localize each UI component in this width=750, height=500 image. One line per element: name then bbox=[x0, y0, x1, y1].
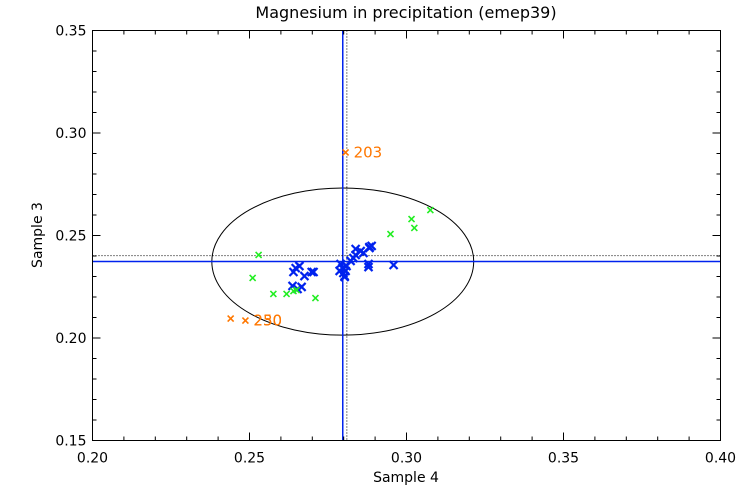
x-axis-label: Sample 4 bbox=[373, 470, 439, 486]
data-point-green bbox=[249, 274, 257, 282]
marker-stroke bbox=[363, 259, 374, 269]
x-tick-label: 0.20 bbox=[77, 451, 108, 467]
marker-stroke bbox=[342, 148, 350, 157]
data-point-green bbox=[255, 251, 263, 259]
plot-area bbox=[92, 30, 721, 441]
data-point-green bbox=[269, 290, 277, 298]
marker-stroke bbox=[293, 286, 301, 294]
x-tick-label: 0.35 bbox=[548, 451, 579, 467]
y-tick-label: 0.20 bbox=[55, 331, 86, 347]
data-point-orange bbox=[342, 148, 350, 157]
x-tick-label: 0.30 bbox=[391, 451, 422, 467]
data-point-green bbox=[282, 290, 291, 298]
marker-stroke bbox=[339, 271, 350, 281]
data-point-blue bbox=[366, 241, 377, 251]
data-point-blue bbox=[350, 250, 361, 260]
y-tick-label: 0.30 bbox=[55, 126, 86, 142]
marker-stroke bbox=[410, 224, 418, 232]
point-label: 203 bbox=[354, 143, 383, 161]
marker-stroke bbox=[282, 290, 291, 298]
x-tick-labels: 0.20 0.25 0.30 0.35 0.40 bbox=[77, 451, 736, 467]
marker-stroke bbox=[306, 267, 317, 277]
data-point-green bbox=[293, 286, 301, 294]
data-point-blue bbox=[363, 259, 374, 269]
data-point-green bbox=[410, 224, 418, 232]
marker-stroke bbox=[308, 267, 319, 277]
marker-stroke bbox=[299, 271, 310, 281]
marker-stroke bbox=[335, 259, 346, 269]
data-point-blue bbox=[339, 271, 350, 281]
axis-ticks bbox=[92, 30, 721, 441]
plot-frame bbox=[92, 30, 721, 441]
y-axis-label: Sample 3 bbox=[30, 202, 46, 268]
marker-stroke bbox=[363, 262, 374, 272]
marker-stroke bbox=[296, 282, 307, 292]
x-tick-label: 0.40 bbox=[705, 451, 736, 467]
data-point-green bbox=[386, 230, 395, 238]
data-point-green bbox=[407, 215, 416, 223]
marker-stroke bbox=[249, 274, 257, 282]
data-point-blue bbox=[288, 267, 299, 277]
x-tick-label: 0.25 bbox=[234, 451, 265, 467]
marker-stroke bbox=[386, 230, 395, 238]
data-point-green bbox=[426, 206, 434, 214]
point-label: 230 bbox=[253, 312, 282, 330]
marker-stroke bbox=[288, 267, 299, 277]
data-point-blue bbox=[308, 267, 319, 277]
data-point-green bbox=[311, 294, 320, 302]
y-tick-labels: 0.15 0.20 0.25 0.30 0.35 bbox=[55, 24, 86, 450]
marker-stroke bbox=[255, 251, 263, 259]
chart-title: Magnesium in precipitation (emep39) bbox=[255, 3, 556, 22]
y-tick-label: 0.35 bbox=[55, 24, 86, 40]
data-point-orange bbox=[227, 314, 235, 323]
marker-stroke bbox=[241, 317, 249, 325]
y-tick-label: 0.25 bbox=[55, 229, 86, 245]
data-point-blue bbox=[388, 260, 399, 270]
marker-stroke bbox=[269, 290, 277, 298]
marker-stroke bbox=[407, 215, 416, 223]
y-tick-label: 0.15 bbox=[55, 434, 86, 450]
point-label: 250 bbox=[253, 312, 282, 330]
data-point-blue bbox=[296, 282, 307, 292]
data-point-blue bbox=[306, 267, 317, 277]
marker-stroke bbox=[311, 294, 320, 302]
data-point-blue bbox=[299, 271, 310, 281]
marker-stroke bbox=[366, 241, 377, 251]
marker-stroke bbox=[426, 206, 434, 214]
marker-stroke bbox=[388, 260, 399, 270]
marker-stroke bbox=[287, 281, 298, 291]
marker-stroke bbox=[350, 250, 361, 260]
data-point-blue bbox=[363, 262, 374, 272]
marker-stroke bbox=[334, 266, 345, 276]
data-point-orange bbox=[241, 317, 249, 325]
marker-stroke bbox=[227, 314, 235, 323]
